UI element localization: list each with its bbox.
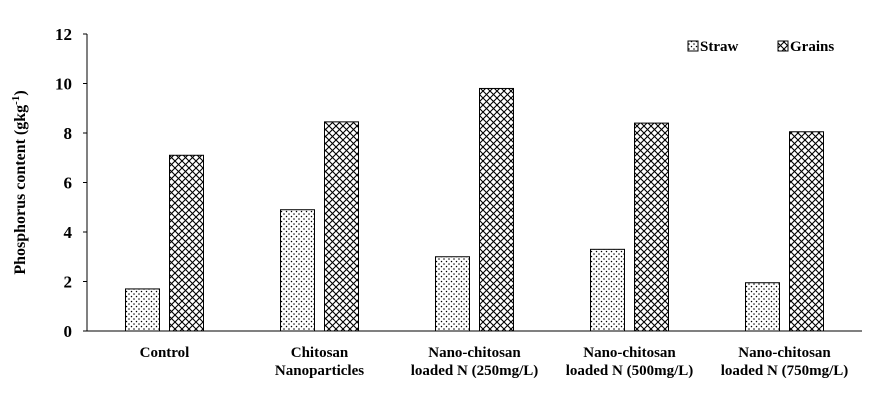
y-tick-label: 4 xyxy=(64,223,73,242)
x-tick-label: Nano-chitosan xyxy=(428,345,521,361)
y-axis-title-main: Phosphorus content (gkg xyxy=(12,105,29,275)
y-tick-label: 10 xyxy=(55,75,72,94)
x-tick-label: Control xyxy=(140,345,190,361)
x-tick-label: loaded N (250mg/L) xyxy=(411,363,539,379)
x-tick-label: Nano-chitosan xyxy=(738,345,831,361)
y-axis-title-superscript: -1 xyxy=(10,96,22,105)
y-axis-title-close: ) xyxy=(12,90,29,95)
y-tick-label: 0 xyxy=(64,322,73,341)
bar-straw-2 xyxy=(435,256,470,332)
bar-grains-0 xyxy=(169,154,204,332)
y-tick-label: 6 xyxy=(64,174,73,193)
bar-grains-2 xyxy=(479,87,514,332)
bar-grains-1 xyxy=(324,121,359,332)
x-tick-label: loaded N (500mg/L) xyxy=(566,363,694,379)
x-tick-label: loaded N (750mg/L) xyxy=(721,363,849,379)
y-tick-label: 8 xyxy=(64,124,73,143)
bar-straw-3 xyxy=(590,248,625,332)
y-tick-label: 2 xyxy=(64,273,73,292)
bar-grains-4 xyxy=(789,131,824,332)
legend-label-straw: Straw xyxy=(700,39,738,55)
legend-swatch-grains xyxy=(777,40,789,52)
x-tick-label: Chitosan xyxy=(291,345,349,361)
y-tick-label: 12 xyxy=(55,25,72,44)
bar-straw-1 xyxy=(280,209,315,332)
bar-straw-0 xyxy=(125,288,160,332)
x-tick-label: Nanoparticles xyxy=(275,363,364,379)
legend-label-grains: Grains xyxy=(790,39,834,55)
legend-swatch-straw xyxy=(687,40,699,52)
y-axis-title: Phosphorus content (gkg-1) xyxy=(10,90,29,274)
bar-straw-4 xyxy=(745,282,780,332)
bar-grains-3 xyxy=(634,122,669,332)
x-tick-label: Nano-chitosan xyxy=(583,345,676,361)
